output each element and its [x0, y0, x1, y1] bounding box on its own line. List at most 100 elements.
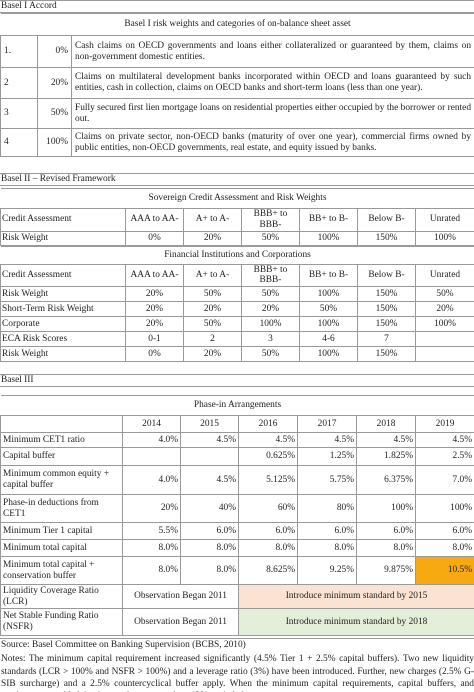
year-cell: 2016: [238, 415, 298, 434]
table-cell: 60%: [238, 494, 298, 524]
table-cell: 100%: [414, 494, 474, 524]
table-cell: 8.0%: [238, 539, 298, 558]
table-cell: Risk Weight: [0, 286, 126, 303]
header-cell: A+ to A-: [183, 263, 242, 288]
table-row: Phase-in deductions from CET1 20% 40% 60% 80…: [0, 494, 474, 524]
table-cell: 50%: [241, 286, 300, 303]
table-cell: 6.0%: [180, 522, 239, 541]
header-cell: Below B-: [357, 263, 416, 288]
table-row: Minimum CET1 ratio 4.0% 4.5% 4.5% 4.5% 4.5% 4.…: [0, 432, 474, 449]
year-cell: 2015: [180, 415, 239, 434]
section-heading: Basel III: [0, 374, 474, 388]
header-cell: AAA to AA-: [125, 208, 184, 232]
table-cell: 20%: [37, 67, 72, 99]
table-row: Minimum common equity + capital buffer 4.…: [0, 465, 474, 496]
table-cell: 0%: [125, 346, 184, 363]
table-cell: [122, 447, 181, 467]
table-cell: 9.875%: [356, 556, 416, 586]
table-row: Minimum total capital 8.0% 8.0% 8.0% 8.0% 8.0…: [0, 539, 474, 558]
table-cell: 5.5%: [122, 522, 181, 541]
table-cell: 1.825%: [356, 447, 416, 467]
table-cell: 100%: [415, 230, 474, 246]
year-cell: 2017: [297, 415, 357, 434]
table-row: Short-Term Risk Weight 20% 20% 20% 50% 150% 20…: [0, 301, 474, 318]
table-cell: 8.0%: [356, 539, 416, 558]
table-cell: Minimum Tier 1 capital: [0, 522, 123, 541]
table-cell: 50%: [183, 286, 242, 303]
table-cell: 50%: [183, 316, 242, 333]
table-cell: 100%: [299, 346, 358, 363]
table-cell: 6.0%: [356, 522, 416, 541]
table-cell: 8.0%: [180, 556, 239, 586]
empty-cell: [414, 331, 474, 348]
table-cell: 150%: [357, 346, 416, 363]
table-header-row: 2014 2015 2016 2017 2018 2019: [0, 415, 474, 434]
table-cell: 3: [0, 98, 38, 129]
table-cell: Observation Began 2011: [122, 608, 239, 637]
notes: Notes: The minimum capital requirement i…: [1, 654, 474, 692]
table-cell: 4.0%: [122, 432, 181, 449]
table-cell: Capital buffer: [0, 447, 123, 467]
table-row: 2 20% Claims on multilateral development b…: [0, 67, 474, 99]
table-cell: 8.0%: [180, 539, 239, 558]
table-cell: 100%: [356, 494, 416, 524]
table-row: Minimum total capital + conservation buf…: [0, 556, 474, 586]
table-row: Risk Weight 0% 20% 50% 100% 150% 100%: [0, 230, 474, 246]
table-cell: 8.0%: [414, 539, 474, 558]
table-cell: 10.5%: [414, 556, 474, 586]
table-row: 3 50% Fully secured first lien mortgage lo…: [0, 98, 474, 129]
basel2-table: Financial Institutions and Corporations C…: [0, 245, 474, 363]
section-heading: Basel I Accord: [0, 0, 474, 13]
table-cell: 6.0%: [297, 522, 357, 541]
table-cell: Risk Weight: [0, 346, 126, 363]
table-cell: Introduce minimum standard by 2018: [237, 608, 474, 637]
table-row: Risk Weight 20% 50% 50% 100% 150% 50%: [0, 286, 474, 303]
year-cell: 2019: [414, 415, 474, 434]
table-cell: 4.5%: [238, 432, 298, 449]
source-note: Source: Basel Committee on Banking Super…: [0, 638, 474, 653]
table-cell: 20%: [183, 301, 242, 318]
table-row: Net Stable Funding Ratio (NSFR) Observati…: [0, 608, 474, 637]
table-cell: Claims on private sector, non-OECD banks…: [70, 128, 474, 157]
table-cell: Cash claims on OECD governments and loan…: [70, 35, 474, 68]
table-cell: 2.5%: [414, 447, 474, 467]
table-row: Phase-in Arrangements: [0, 395, 474, 417]
table-cell: Minimum total capital: [0, 539, 123, 558]
table-title: Phase-in Arrangements: [0, 395, 474, 417]
table-cell: 4.5%: [180, 465, 239, 496]
table-cell: 6.0%: [238, 522, 298, 541]
table-row: Risk Weight 0% 20% 50% 100% 150%: [0, 346, 474, 363]
header-cell: Below B-: [357, 208, 416, 232]
table-cell: 100%: [414, 316, 474, 333]
table-cell: ECA Risk Scores: [0, 331, 126, 348]
table-row: Capital buffer 0.625% 1.25% 1.825% 2.5%: [0, 447, 474, 467]
table-cell: 4.5%: [356, 432, 416, 449]
table-row: Basel I risk weights and categories of o…: [0, 13, 474, 36]
table-cell: 20%: [183, 346, 242, 363]
table-title: Sovereign Credit Assessment and Risk Wei…: [0, 188, 474, 209]
table-cell: Liquidity Coverage Ratio (LCR): [0, 584, 123, 610]
table-cell: 20%: [241, 301, 300, 318]
table-cell: 40%: [180, 494, 239, 524]
table-cell: 150%: [357, 230, 416, 246]
table-cell: Minimum common equity + capital buffer: [0, 465, 123, 496]
table-cell: Net Stable Funding Ratio (NSFR): [0, 608, 123, 637]
table-cell: Claims on multilateral development banks…: [70, 67, 474, 99]
table-cell: 2: [183, 331, 242, 348]
table-cell: 8.0%: [122, 539, 181, 558]
table-cell: 20%: [125, 301, 184, 318]
basel2-table: Sovereign Credit Assessment and Risk Wei…: [0, 188, 474, 246]
section-heading: Basel II – Revised Framework: [0, 173, 474, 186]
table-cell: Short-Term Risk Weight: [0, 301, 126, 318]
header-cell: BBB+ to BBB-: [241, 208, 300, 232]
table-cell: 150%: [357, 301, 416, 318]
table-cell: 2: [0, 67, 38, 99]
header-cell: Credit Assessment: [0, 208, 126, 232]
table-cell: 20%: [122, 494, 181, 524]
table-cell: 20%: [125, 286, 184, 303]
header-cell: AAA to AA-: [125, 263, 184, 288]
table-cell: 100%: [241, 316, 300, 333]
table-row: Liquidity Coverage Ratio (LCR) Observatio…: [0, 584, 474, 610]
table-cell: 20%: [183, 230, 242, 246]
